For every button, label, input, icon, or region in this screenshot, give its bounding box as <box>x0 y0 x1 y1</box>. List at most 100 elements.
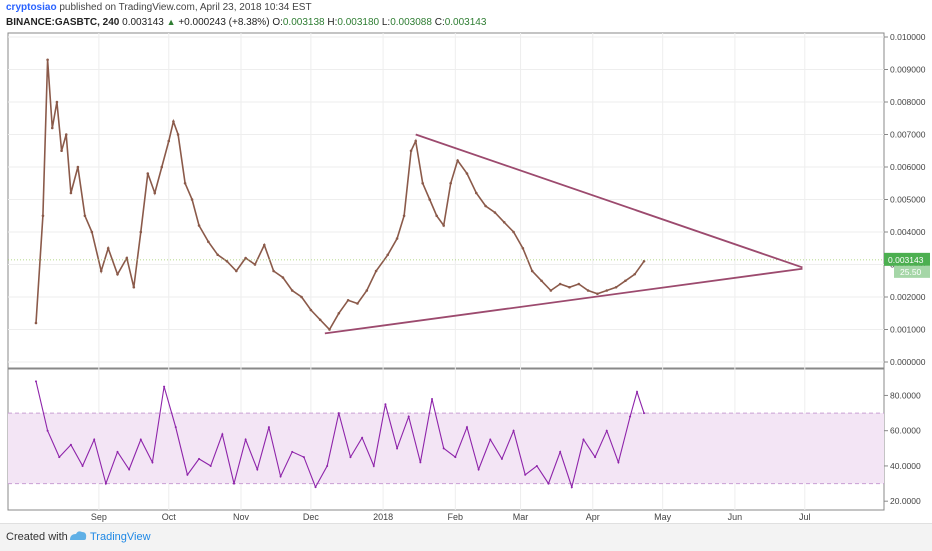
price-series-line <box>35 59 645 331</box>
price-point <box>356 302 359 305</box>
price-point <box>586 289 590 292</box>
rsi-tick-label: 40.0000 <box>890 461 921 471</box>
author-link[interactable]: cryptosiao <box>6 2 57 13</box>
price-point <box>176 133 180 136</box>
rsi-point <box>58 456 61 459</box>
x-tick-label: 2018 <box>373 512 393 522</box>
price-point <box>60 149 63 153</box>
rsi-point <box>186 473 189 476</box>
rsi-tick-label: 80.0000 <box>890 390 921 400</box>
price-point <box>146 172 150 175</box>
rsi-point <box>174 426 177 429</box>
rsi-point <box>547 482 550 485</box>
created-with-text: Created with <box>6 531 68 543</box>
price-point <box>46 58 49 62</box>
rsi-point <box>128 468 131 471</box>
price-point <box>90 230 94 234</box>
price-point <box>540 279 543 283</box>
rsi-point <box>69 443 72 446</box>
y-tick-label: 0.004000 <box>890 227 926 237</box>
rsi-point <box>326 464 329 467</box>
price-point <box>456 159 459 162</box>
rsi-point <box>465 426 468 429</box>
high-label: H: <box>327 17 338 28</box>
rsi-point <box>361 436 364 439</box>
last-price-tag <box>884 252 930 266</box>
rsi-point <box>349 456 352 459</box>
price-point <box>596 292 599 296</box>
high-value: 0.003180 <box>337 17 380 28</box>
rsi-point <box>384 403 387 406</box>
price-point <box>309 308 313 312</box>
rsi-point <box>617 461 620 464</box>
y-tick-label: 0.002000 <box>890 292 926 302</box>
price-point <box>167 139 171 143</box>
price-point <box>300 295 303 299</box>
price-point <box>64 133 68 136</box>
price-point <box>290 289 294 292</box>
y-tick-label: 0.007000 <box>890 130 926 140</box>
rsi-point <box>116 450 119 453</box>
rsi-point <box>314 486 317 489</box>
rsi-point <box>256 468 259 471</box>
triangle-up-icon: ▲ <box>166 17 176 27</box>
price-point <box>474 191 478 195</box>
price-point <box>55 100 59 104</box>
chart-canvas[interactable]: Sep Oct Nov Dec 2018 Feb Mar Apr May Jun Jul 0.0100… <box>0 0 932 523</box>
rsi-point <box>139 438 142 441</box>
price-point <box>139 230 143 234</box>
rsi-point <box>372 464 375 467</box>
price-point <box>614 285 618 289</box>
price-point <box>449 181 452 185</box>
price-point <box>272 269 275 273</box>
price-point <box>402 214 406 218</box>
price-point <box>624 279 627 283</box>
price-point <box>225 259 229 263</box>
rsi-point <box>454 456 457 459</box>
rsi-series-line <box>35 381 645 490</box>
price-point <box>395 237 399 240</box>
price-point <box>76 165 80 169</box>
low-label: L: <box>381 17 391 28</box>
x-tick-label: Feb <box>448 512 464 522</box>
price-point <box>549 289 553 292</box>
price-point <box>244 256 247 260</box>
y-tick-label: 0.006000 <box>890 162 926 172</box>
price-point <box>281 276 285 279</box>
tradingview-brand[interactable]: TradingView <box>90 531 151 543</box>
open-label: O: <box>272 17 283 28</box>
rsi-point <box>442 447 445 450</box>
rsi-point <box>291 450 294 453</box>
rsi-point <box>34 380 37 383</box>
rsi-band <box>8 413 884 484</box>
x-tick-label: Oct <box>162 512 177 522</box>
x-tick-label: Jul <box>799 512 811 522</box>
rsi-point <box>396 447 399 450</box>
low-value: 0.003088 <box>390 17 432 28</box>
rsi-point <box>104 482 107 485</box>
rsi-point <box>500 457 503 460</box>
open-value: 0.003138 <box>282 17 325 28</box>
price-point <box>521 246 525 250</box>
rsi-point <box>46 429 49 432</box>
rsi-point <box>419 461 422 464</box>
rsi-point <box>431 397 434 400</box>
price-point <box>83 214 87 218</box>
price-point <box>530 269 534 273</box>
rsi-point <box>407 415 410 418</box>
publish-line: cryptosiao published on TradingView.com,… <box>6 2 312 13</box>
x-tick-label: Jun <box>728 512 743 522</box>
footer: Created with TradingView <box>0 523 932 551</box>
price-point <box>442 224 445 227</box>
price-point <box>69 191 73 195</box>
x-tick-label: Mar <box>513 512 529 522</box>
tradingview-logo-icon[interactable] <box>68 528 88 547</box>
ohlc-line: BINANCE:GASBTC, 240 0.003143 ▲ +0.000243… <box>6 17 486 28</box>
price-point <box>435 214 438 218</box>
price-point <box>633 272 637 276</box>
last-price-tag-label: 0.003143 <box>888 255 924 265</box>
price-point <box>337 311 341 315</box>
price-point <box>172 120 175 123</box>
close-value: 0.003143 <box>444 17 487 28</box>
price-point <box>642 259 646 263</box>
